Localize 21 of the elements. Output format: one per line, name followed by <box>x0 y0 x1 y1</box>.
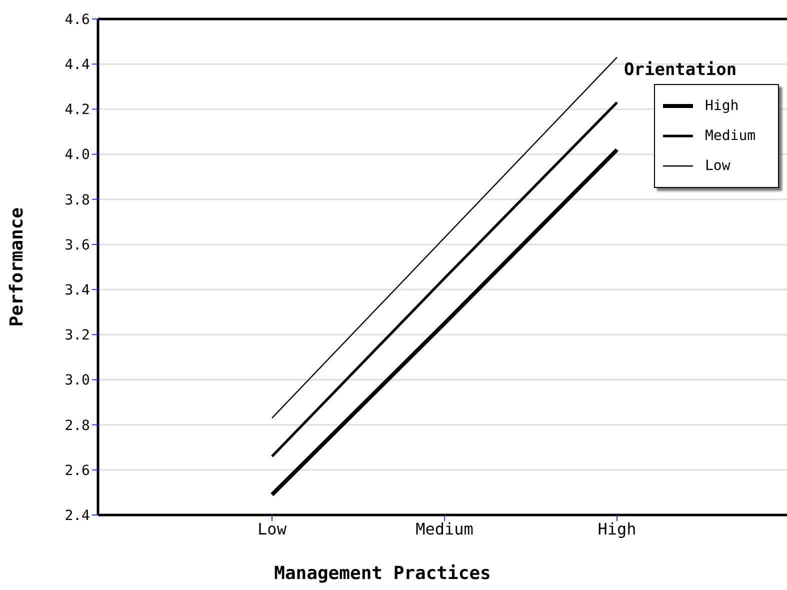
legend-title: Orientation <box>624 60 738 80</box>
x-tick-label: Low <box>258 519 287 538</box>
y-tick-label: 4.6 <box>64 12 90 28</box>
y-tick-label: 2.8 <box>64 418 90 434</box>
y-tick-label: 3.8 <box>64 192 90 208</box>
x-axis-title: Management Practices <box>274 563 491 584</box>
y-tick-label: 3.2 <box>64 328 90 344</box>
x-tick-label: Medium <box>416 519 474 538</box>
y-tick-label: 3.6 <box>64 237 90 254</box>
legend-label: High <box>705 98 739 114</box>
y-tick-label: 3.4 <box>64 282 90 299</box>
y-axis-title: Performance <box>6 207 28 327</box>
y-tick-label: 3.0 <box>64 372 90 389</box>
y-tick-label: 4.0 <box>64 147 90 164</box>
y-tick-label: 4.2 <box>64 102 90 118</box>
x-tick-label: High <box>598 519 636 538</box>
legend-label: Medium <box>705 128 756 144</box>
y-tick-label: 2.4 <box>64 508 90 524</box>
y-tick-label: 4.4 <box>64 57 90 74</box>
legend-label: Low <box>705 158 730 174</box>
y-tick-label: 2.6 <box>64 462 90 479</box>
